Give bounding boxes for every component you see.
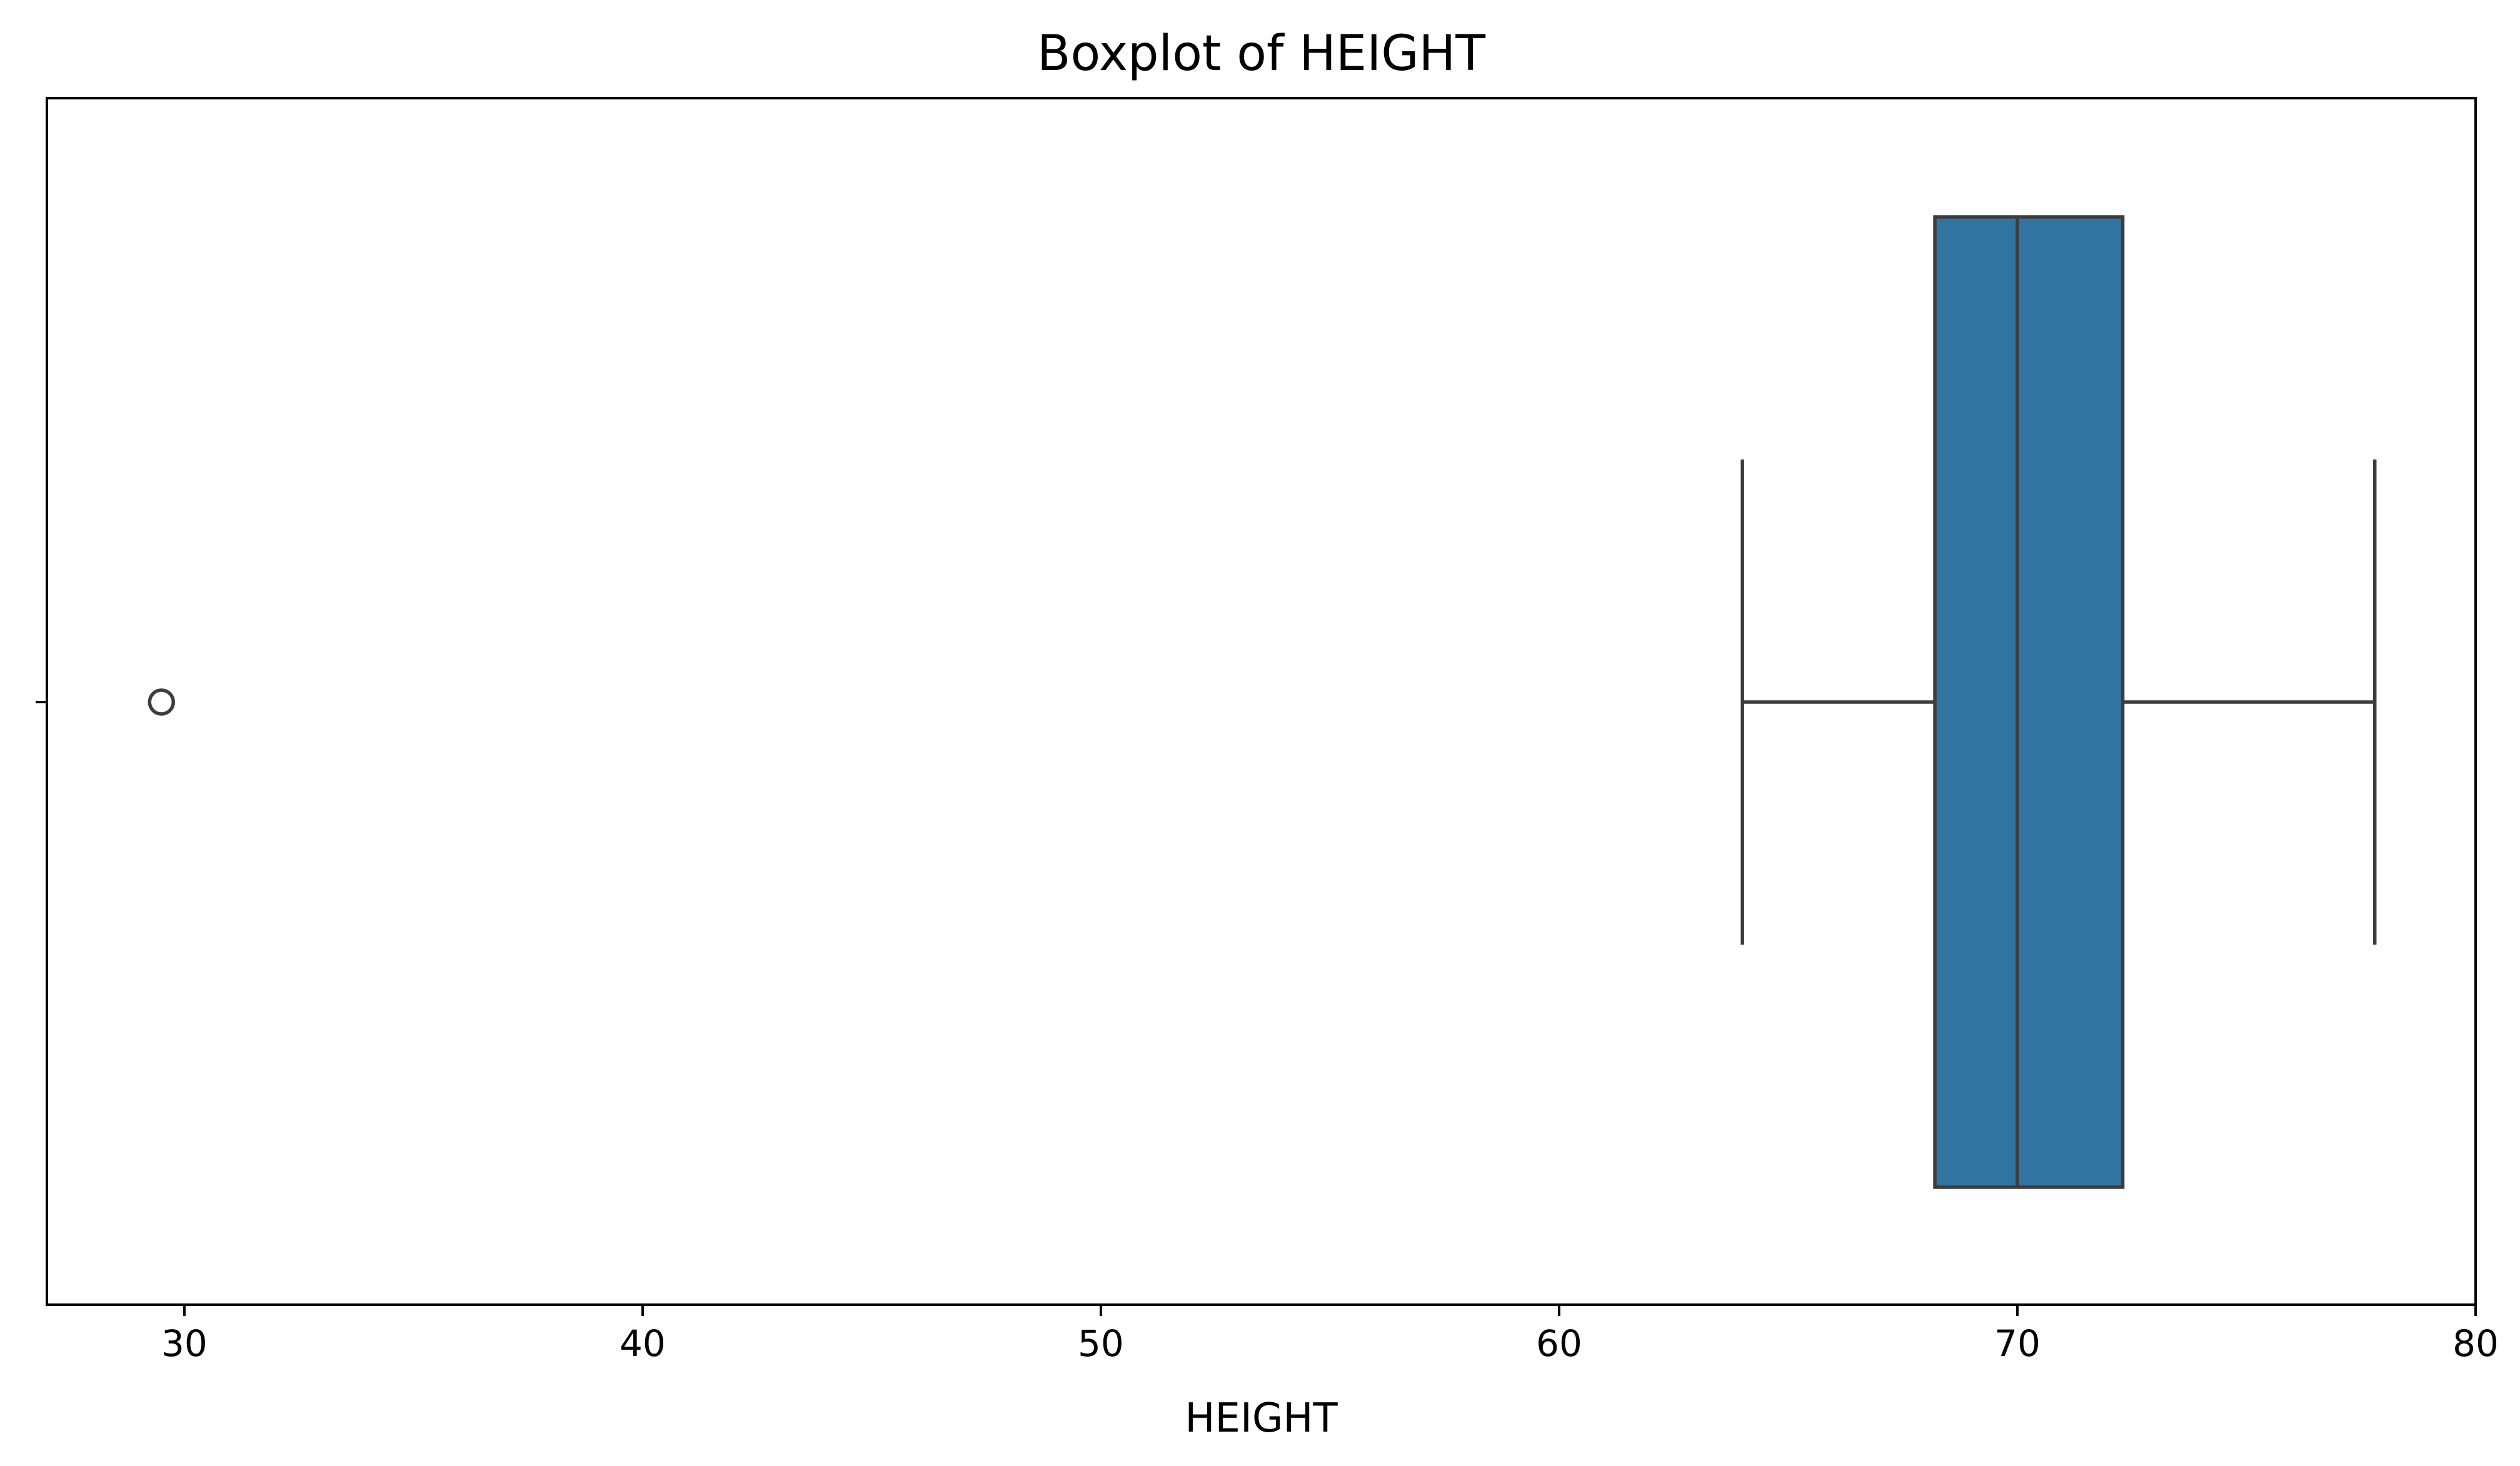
x-axis-label: HEIGHT: [1185, 1395, 1338, 1442]
x-tick-label: 80: [2452, 1322, 2499, 1365]
outlier-point: [148, 688, 176, 716]
x-tick-label: 70: [1994, 1322, 2041, 1365]
x-tick-label: 40: [620, 1322, 666, 1365]
chart-title: Boxplot of HEIGHT: [1037, 26, 1485, 82]
x-axis: 30 40 50 60 70 80: [161, 1305, 2499, 1365]
x-tick-label: 60: [1536, 1322, 1582, 1365]
iqr-box: [1933, 215, 2125, 1189]
x-tick-label: 30: [161, 1322, 208, 1365]
x-tick-label: 50: [1078, 1322, 1124, 1365]
marks-layer: [148, 215, 2377, 1189]
